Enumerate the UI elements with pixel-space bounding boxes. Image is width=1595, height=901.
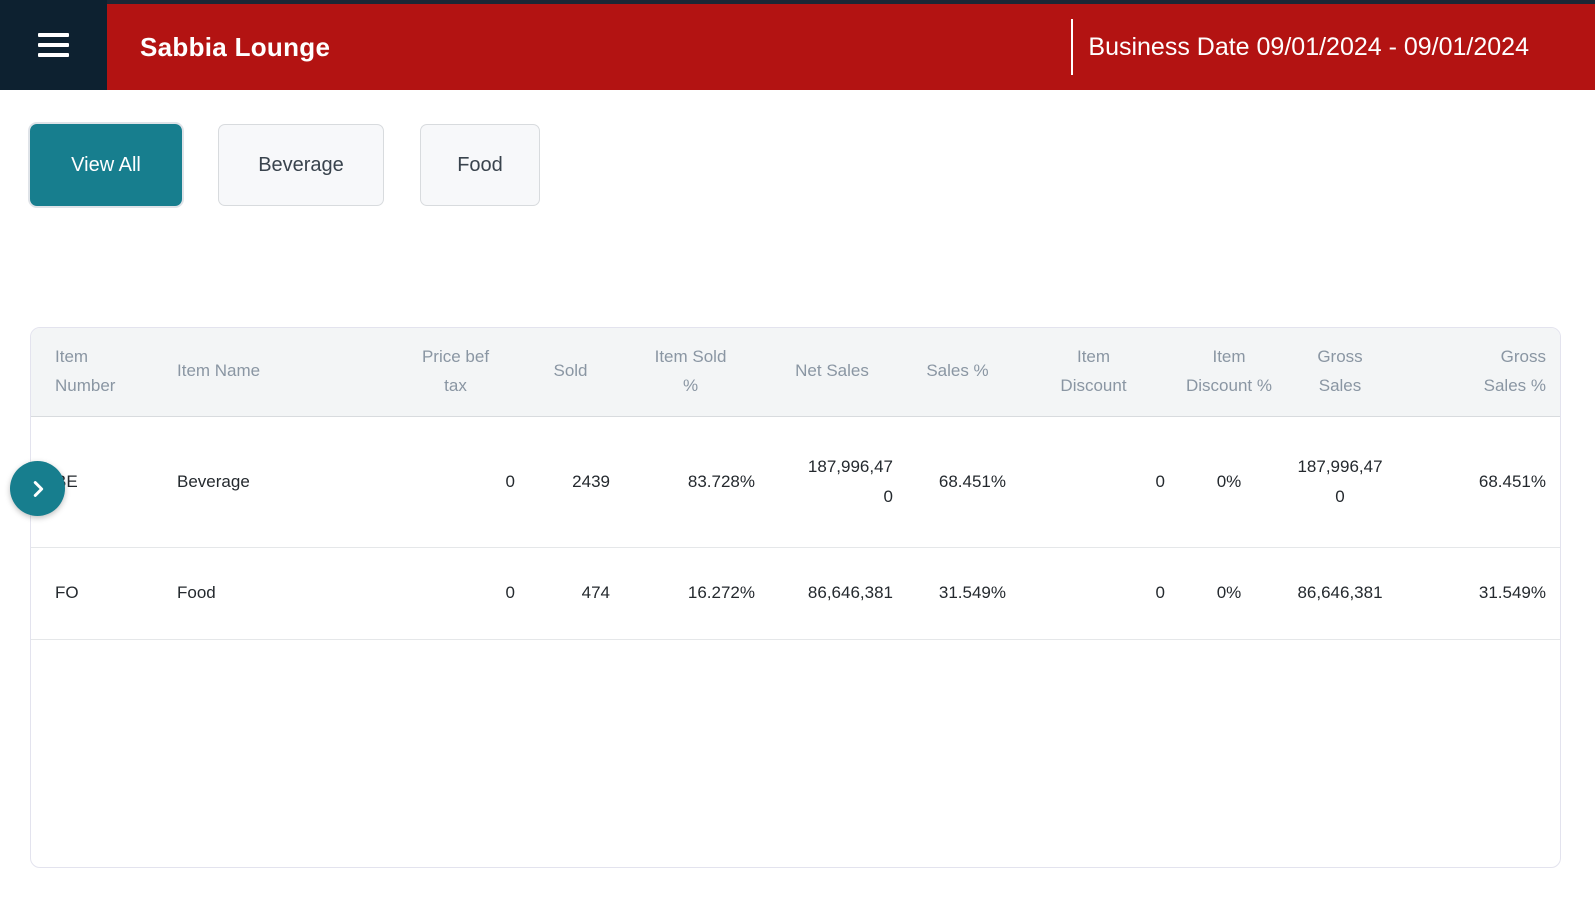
hamburger-icon	[38, 33, 69, 57]
items-sales-table: Item Number Item Name Price bef tax Sold…	[31, 328, 1560, 640]
cell-gross-sales-pct: 31.549%	[1403, 547, 1560, 640]
cell-item-sold-pct: 83.728%	[626, 416, 771, 548]
cell-item-sold-pct: 16.272%	[626, 547, 771, 640]
cell-gross-sales-pct: 68.451%	[1403, 416, 1560, 548]
cell-item-discount: 0	[1022, 416, 1181, 548]
column-header-gross-sales-pct: Gross Sales %	[1403, 328, 1560, 417]
sales-table-card: Item Number Item Name Price bef tax Sold…	[30, 327, 1561, 868]
business-date-group: Business Date 09/01/2024 - 09/01/2024	[1071, 19, 1529, 75]
column-header-item-discount: Item Discount	[1022, 328, 1181, 417]
header-separator	[1071, 19, 1074, 75]
cell-item-name: Beverage	[156, 416, 396, 548]
cell-gross-sales: 86,646,381	[1293, 547, 1403, 640]
filter-view-all-button[interactable]: View All	[30, 124, 182, 206]
filter-button-group: View All Beverage Food	[30, 124, 540, 206]
cell-sold: 2439	[531, 416, 626, 548]
cell-gross-sales: 187,996,470	[1293, 416, 1403, 548]
menu-button[interactable]	[0, 0, 107, 90]
cell-net-sales: 86,646,381	[771, 547, 909, 640]
filter-food-button[interactable]: Food	[420, 124, 540, 206]
chevron-right-icon	[33, 480, 43, 497]
cell-price-bef-tax: 0	[396, 416, 531, 548]
column-header-item-number: Item Number	[31, 328, 156, 417]
table-row-beverage: BE Beverage 0 2439 83.728% 187,996,470 6…	[31, 416, 1560, 548]
cell-item-discount: 0	[1022, 547, 1181, 640]
business-date: Business Date 09/01/2024 - 09/01/2024	[1088, 32, 1529, 61]
cell-item-discount-pct: 0%	[1181, 416, 1293, 548]
cell-item-discount-pct: 0%	[1181, 547, 1293, 640]
cell-net-sales: 187,996,470	[771, 416, 909, 548]
filter-beverage-button[interactable]: Beverage	[218, 124, 384, 206]
cell-sales-pct: 31.549%	[909, 547, 1022, 640]
column-header-item-sold-pct: Item Sold %	[626, 328, 771, 417]
page-title: Sabbia Lounge	[140, 31, 331, 62]
cell-price-bef-tax: 0	[396, 547, 531, 640]
table-row-food: FO Food 0 474 16.272% 86,646,381 31.549%…	[31, 547, 1560, 640]
column-header-sales-pct: Sales %	[909, 328, 1022, 417]
cell-sales-pct: 68.451%	[909, 416, 1022, 548]
cell-item-number: FO	[31, 547, 156, 640]
table-header-row: Item Number Item Name Price bef tax Sold…	[31, 328, 1560, 417]
column-header-item-name: Item Name	[156, 328, 396, 417]
column-header-gross-sales: Gross Sales	[1293, 328, 1403, 417]
expand-row-button[interactable]	[10, 461, 65, 516]
title-bar: Sabbia Lounge Business Date 09/01/2024 -…	[107, 0, 1595, 90]
app-header: Sabbia Lounge Business Date 09/01/2024 -…	[0, 0, 1595, 90]
cell-sold: 474	[531, 547, 626, 640]
cell-item-name: Food	[156, 547, 396, 640]
column-header-item-discount-pct: Item Discount %	[1181, 328, 1293, 417]
column-header-price-bef-tax: Price bef tax	[396, 328, 531, 417]
column-header-sold: Sold	[531, 328, 626, 417]
column-header-net-sales: Net Sales	[771, 328, 909, 417]
